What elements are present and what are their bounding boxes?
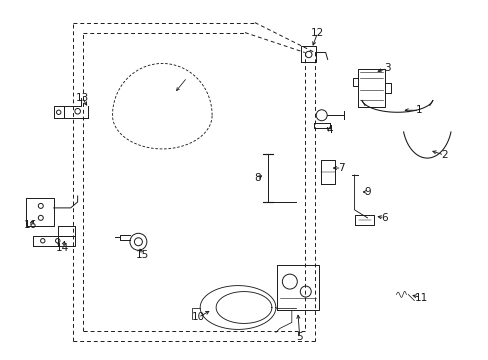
Text: 15: 15: [136, 250, 149, 260]
Text: 5: 5: [296, 332, 303, 342]
Text: 7: 7: [338, 163, 344, 173]
Text: 16: 16: [24, 220, 38, 230]
Text: 1: 1: [415, 105, 422, 115]
Text: 3: 3: [384, 63, 390, 73]
Text: 6: 6: [380, 213, 387, 223]
Text: 2: 2: [440, 150, 447, 160]
Text: 14: 14: [56, 243, 69, 253]
Text: 8: 8: [254, 173, 261, 183]
Text: 10: 10: [191, 312, 204, 323]
Text: 9: 9: [364, 187, 370, 197]
Text: 13: 13: [76, 93, 89, 103]
Text: 4: 4: [325, 125, 332, 135]
Text: 11: 11: [414, 293, 427, 302]
Text: 12: 12: [310, 28, 324, 37]
